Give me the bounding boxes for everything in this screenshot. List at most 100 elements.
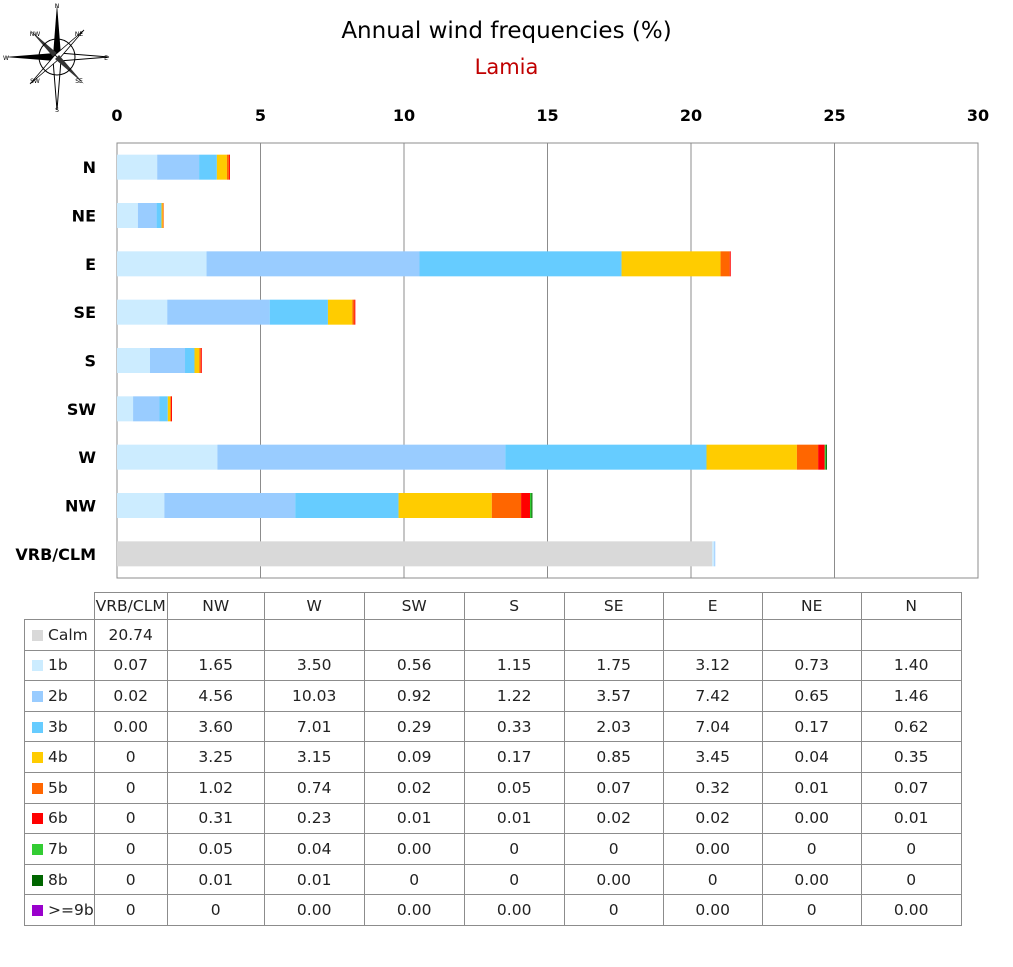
legend-label: >=9b [48, 901, 94, 920]
bar-segment [117, 444, 218, 470]
legend-label: 7b [48, 839, 68, 858]
bar-segment [531, 493, 533, 518]
table-column-header: S [463, 592, 565, 620]
table-row: >=9b 0 0 0.00 0.00 0.00 0 0.00 0 0.00 [24, 894, 962, 926]
chart-subtitle: Lamia [474, 55, 539, 79]
table-cell: 0.02 [363, 771, 465, 804]
table-cell: 0.00 [860, 894, 962, 926]
bar-segment [712, 541, 715, 567]
bar-segment [226, 154, 229, 180]
x-tick-label: 10 [393, 106, 415, 125]
table-cell: 0 [761, 894, 862, 926]
table-cell: 0.00 [662, 833, 763, 865]
table-column-header: E [662, 592, 763, 620]
table-column-header: VRB/CLM [93, 592, 168, 620]
table-cell [860, 619, 962, 651]
table-cell: 0.00 [761, 863, 862, 896]
table-cell: 0.09 [363, 741, 465, 773]
table-header-row: VRB/CLM NW W SW S SE E NE N [25, 592, 962, 620]
table-cell: 0.01 [761, 771, 862, 804]
table-cell: 0.00 [363, 894, 465, 926]
table-cell: 0.07 [563, 771, 664, 804]
table-cell: 0.00 [563, 863, 664, 896]
table-cell: 2.03 [563, 710, 664, 743]
table-row: 7b 0 0.05 0.04 0.00 0 0 0.00 0 0 [24, 833, 962, 865]
bar-segment [621, 251, 721, 277]
bar-segment [295, 493, 399, 518]
table-corner [25, 593, 95, 620]
table-cell: 0 [662, 863, 763, 896]
bar-segment [199, 154, 217, 180]
table-cell [263, 619, 365, 651]
legend-swatch [32, 752, 43, 764]
legend-label: 2b [48, 686, 68, 705]
category-label: SW [67, 400, 97, 419]
table-cell: 0.07 [860, 771, 962, 804]
category-label: E [85, 255, 96, 274]
table-row-header: 2b [24, 680, 95, 712]
bar-segment [194, 348, 200, 373]
table-cell: 0 [860, 863, 962, 896]
x-tick-label: 5 [255, 106, 266, 125]
table-cell: 0.01 [166, 863, 265, 896]
table-row-header: 4b [24, 741, 95, 773]
bar-segment [228, 154, 230, 180]
compass-label-sw: SW [30, 78, 40, 85]
bar-segment [170, 396, 172, 422]
legend-swatch [32, 782, 43, 794]
table-cell [662, 619, 763, 651]
legend-swatch [32, 690, 43, 702]
table-cell: 0.02 [93, 680, 168, 712]
bar-segment [720, 251, 730, 277]
table-cell: 0.02 [662, 802, 763, 835]
compass-label-n: N [55, 3, 60, 10]
table-cell: 3.45 [662, 741, 763, 773]
table-row-header: 7b [24, 833, 95, 865]
table-cell: 0 [761, 833, 862, 865]
bar-segment [521, 493, 530, 518]
table-cell: 0.74 [263, 771, 365, 804]
category-label: NE [72, 207, 96, 226]
bar-segment [117, 493, 165, 518]
wind-frequency-bar-chart: 0 5 10 15 20 25 30 N NE E SE S SW W NW VRB/CLM [15, 106, 989, 579]
bar-segment [200, 348, 202, 373]
legend-label: 6b [48, 809, 68, 828]
compass-label-e: E [104, 55, 108, 62]
bar-segment [162, 203, 164, 228]
bar-segment [185, 348, 195, 373]
x-axis-ticks: 0 5 10 15 20 25 30 [111, 106, 989, 125]
legend-label: 4b [48, 748, 68, 767]
table-cell: 0.00 [463, 894, 565, 926]
table-cell: 0 [93, 863, 168, 896]
table-row: 3b 0.00 3.60 7.01 0.29 0.33 2.03 7.04 0.17 0.62 [24, 710, 962, 743]
bar-segment [796, 444, 819, 470]
y-axis-categories: N NE E SE S SW W NW VRB/CLM [15, 158, 96, 564]
bar-segment [825, 444, 827, 470]
table-row: 8b 0 0.01 0.01 0 0 0.00 0 0.00 0 [24, 863, 962, 896]
bar-segment [117, 251, 207, 277]
table-cell: 0 [93, 894, 168, 926]
table-cell: 7.04 [662, 710, 763, 743]
table-cell: 0.65 [761, 680, 862, 712]
table-cell: 7.01 [263, 710, 365, 743]
table-column-header: SE [563, 592, 664, 620]
bar-segment [150, 348, 186, 373]
table-cell: 0.00 [662, 894, 763, 926]
category-label: NW [65, 497, 96, 516]
compass-rose-icon: N NE E SE S SW W NW [3, 3, 110, 114]
bar-segment [133, 396, 160, 422]
table-cell: 0.85 [563, 741, 664, 773]
table-cell: 0.04 [263, 833, 365, 865]
bar-segment [419, 251, 622, 277]
table-cell: 0 [93, 771, 168, 804]
table-cell: 0.00 [93, 710, 168, 743]
table-cell [761, 619, 862, 651]
table-cell: 0 [363, 863, 465, 896]
bar-segment [729, 251, 731, 277]
bar-segment [167, 396, 171, 422]
table-cell: 3.60 [166, 710, 265, 743]
bar-segment [327, 299, 353, 325]
table-cell [563, 619, 664, 651]
bar-segment [117, 299, 168, 325]
table-cell: 0.01 [463, 802, 565, 835]
